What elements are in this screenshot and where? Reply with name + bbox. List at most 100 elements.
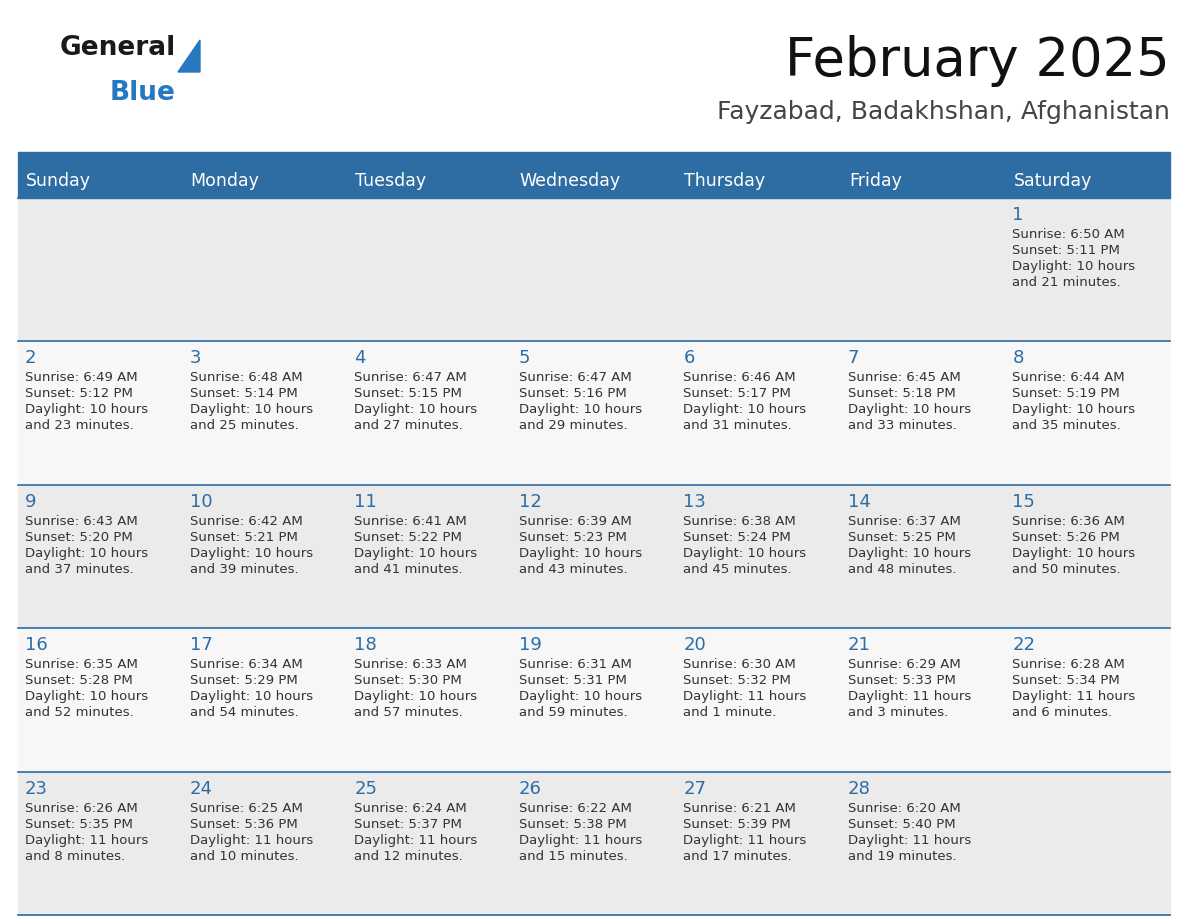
Text: Sunset: 5:37 PM: Sunset: 5:37 PM: [354, 818, 462, 831]
Text: Sunrise: 6:42 AM: Sunrise: 6:42 AM: [190, 515, 302, 528]
Text: Thursday: Thursday: [684, 172, 765, 190]
Text: Sunrise: 6:37 AM: Sunrise: 6:37 AM: [848, 515, 961, 528]
Text: Daylight: 11 hours: Daylight: 11 hours: [848, 834, 971, 846]
Text: Sunrise: 6:44 AM: Sunrise: 6:44 AM: [1012, 372, 1125, 385]
Text: Daylight: 10 hours: Daylight: 10 hours: [190, 403, 312, 417]
Text: Daylight: 10 hours: Daylight: 10 hours: [354, 403, 478, 417]
Text: Sunset: 5:34 PM: Sunset: 5:34 PM: [1012, 674, 1120, 688]
Text: Sunrise: 6:22 AM: Sunrise: 6:22 AM: [519, 801, 632, 814]
Text: Sunset: 5:14 PM: Sunset: 5:14 PM: [190, 387, 297, 400]
Bar: [841, 160, 1005, 198]
Text: Sunrise: 6:36 AM: Sunrise: 6:36 AM: [1012, 515, 1125, 528]
Text: Sunrise: 6:48 AM: Sunrise: 6:48 AM: [190, 372, 302, 385]
Text: and 37 minutes.: and 37 minutes.: [25, 563, 134, 576]
Text: and 17 minutes.: and 17 minutes.: [683, 849, 792, 863]
Bar: [183, 160, 347, 198]
Text: Sunrise: 6:41 AM: Sunrise: 6:41 AM: [354, 515, 467, 528]
Text: Friday: Friday: [849, 172, 902, 190]
Text: and 23 minutes.: and 23 minutes.: [25, 420, 134, 432]
Text: Sunset: 5:23 PM: Sunset: 5:23 PM: [519, 531, 626, 543]
Text: 13: 13: [683, 493, 706, 510]
Text: Daylight: 10 hours: Daylight: 10 hours: [25, 547, 148, 560]
Text: Saturday: Saturday: [1013, 172, 1092, 190]
Text: and 29 minutes.: and 29 minutes.: [519, 420, 627, 432]
Text: Sunset: 5:16 PM: Sunset: 5:16 PM: [519, 387, 626, 400]
Bar: [1005, 160, 1170, 198]
Text: Daylight: 10 hours: Daylight: 10 hours: [519, 547, 642, 560]
Text: Sunset: 5:29 PM: Sunset: 5:29 PM: [190, 674, 297, 688]
Text: Sunset: 5:30 PM: Sunset: 5:30 PM: [354, 674, 462, 688]
Text: 18: 18: [354, 636, 377, 655]
Text: Sunset: 5:39 PM: Sunset: 5:39 PM: [683, 818, 791, 831]
Text: Daylight: 10 hours: Daylight: 10 hours: [25, 690, 148, 703]
Text: Sunrise: 6:49 AM: Sunrise: 6:49 AM: [25, 372, 138, 385]
Text: Daylight: 10 hours: Daylight: 10 hours: [683, 547, 807, 560]
Bar: [512, 160, 676, 198]
Text: Daylight: 10 hours: Daylight: 10 hours: [683, 403, 807, 417]
Text: 11: 11: [354, 493, 377, 510]
Text: and 21 minutes.: and 21 minutes.: [1012, 276, 1121, 289]
Text: 25: 25: [354, 779, 377, 798]
Text: Sunset: 5:31 PM: Sunset: 5:31 PM: [519, 674, 626, 688]
Text: Sunset: 5:15 PM: Sunset: 5:15 PM: [354, 387, 462, 400]
Text: Sunrise: 6:39 AM: Sunrise: 6:39 AM: [519, 515, 632, 528]
Text: 7: 7: [848, 350, 859, 367]
Text: Sunrise: 6:47 AM: Sunrise: 6:47 AM: [519, 372, 632, 385]
Text: 21: 21: [848, 636, 871, 655]
Text: 5: 5: [519, 350, 530, 367]
Text: 9: 9: [25, 493, 37, 510]
Text: and 43 minutes.: and 43 minutes.: [519, 563, 627, 576]
Text: Sunrise: 6:28 AM: Sunrise: 6:28 AM: [1012, 658, 1125, 671]
Text: and 48 minutes.: and 48 minutes.: [848, 563, 956, 576]
Text: Sunset: 5:20 PM: Sunset: 5:20 PM: [25, 531, 133, 543]
Text: 4: 4: [354, 350, 366, 367]
Text: Sunset: 5:36 PM: Sunset: 5:36 PM: [190, 818, 297, 831]
Text: Monday: Monday: [190, 172, 259, 190]
Text: Daylight: 10 hours: Daylight: 10 hours: [354, 690, 478, 703]
Text: Sunrise: 6:30 AM: Sunrise: 6:30 AM: [683, 658, 796, 671]
Text: Sunrise: 6:31 AM: Sunrise: 6:31 AM: [519, 658, 632, 671]
Text: Sunrise: 6:50 AM: Sunrise: 6:50 AM: [1012, 228, 1125, 241]
Text: Daylight: 11 hours: Daylight: 11 hours: [683, 834, 807, 846]
Text: 19: 19: [519, 636, 542, 655]
Text: Daylight: 10 hours: Daylight: 10 hours: [848, 547, 971, 560]
Text: 23: 23: [25, 779, 48, 798]
Text: Sunset: 5:18 PM: Sunset: 5:18 PM: [848, 387, 955, 400]
Text: and 57 minutes.: and 57 minutes.: [354, 706, 463, 719]
Text: 17: 17: [190, 636, 213, 655]
Text: 26: 26: [519, 779, 542, 798]
Text: Sunrise: 6:34 AM: Sunrise: 6:34 AM: [190, 658, 302, 671]
Text: 27: 27: [683, 779, 707, 798]
Text: General: General: [61, 35, 176, 61]
Text: Daylight: 10 hours: Daylight: 10 hours: [190, 690, 312, 703]
Text: Daylight: 10 hours: Daylight: 10 hours: [354, 547, 478, 560]
Text: Sunrise: 6:29 AM: Sunrise: 6:29 AM: [848, 658, 961, 671]
Text: Daylight: 11 hours: Daylight: 11 hours: [25, 834, 148, 846]
Text: and 27 minutes.: and 27 minutes.: [354, 420, 463, 432]
Text: and 15 minutes.: and 15 minutes.: [519, 849, 627, 863]
Text: and 39 minutes.: and 39 minutes.: [190, 563, 298, 576]
Text: and 10 minutes.: and 10 minutes.: [190, 849, 298, 863]
Text: Sunset: 5:22 PM: Sunset: 5:22 PM: [354, 531, 462, 543]
Text: 6: 6: [683, 350, 695, 367]
Text: February 2025: February 2025: [785, 35, 1170, 87]
Text: Daylight: 10 hours: Daylight: 10 hours: [519, 690, 642, 703]
Text: Sunset: 5:33 PM: Sunset: 5:33 PM: [848, 674, 955, 688]
Text: 15: 15: [1012, 493, 1035, 510]
Text: Sunset: 5:12 PM: Sunset: 5:12 PM: [25, 387, 133, 400]
Text: 28: 28: [848, 779, 871, 798]
Text: Sunrise: 6:46 AM: Sunrise: 6:46 AM: [683, 372, 796, 385]
Bar: [18, 772, 1170, 915]
Text: and 41 minutes.: and 41 minutes.: [354, 563, 463, 576]
Text: Sunset: 5:11 PM: Sunset: 5:11 PM: [1012, 244, 1120, 257]
Text: 8: 8: [1012, 350, 1024, 367]
Text: Sunset: 5:17 PM: Sunset: 5:17 PM: [683, 387, 791, 400]
Text: Daylight: 10 hours: Daylight: 10 hours: [25, 403, 148, 417]
Text: Daylight: 11 hours: Daylight: 11 hours: [190, 834, 312, 846]
Bar: [676, 160, 841, 198]
Text: and 52 minutes.: and 52 minutes.: [25, 706, 134, 719]
Bar: [18, 628, 1170, 772]
Text: Sunrise: 6:25 AM: Sunrise: 6:25 AM: [190, 801, 303, 814]
Text: Sunrise: 6:47 AM: Sunrise: 6:47 AM: [354, 372, 467, 385]
Text: Sunrise: 6:24 AM: Sunrise: 6:24 AM: [354, 801, 467, 814]
